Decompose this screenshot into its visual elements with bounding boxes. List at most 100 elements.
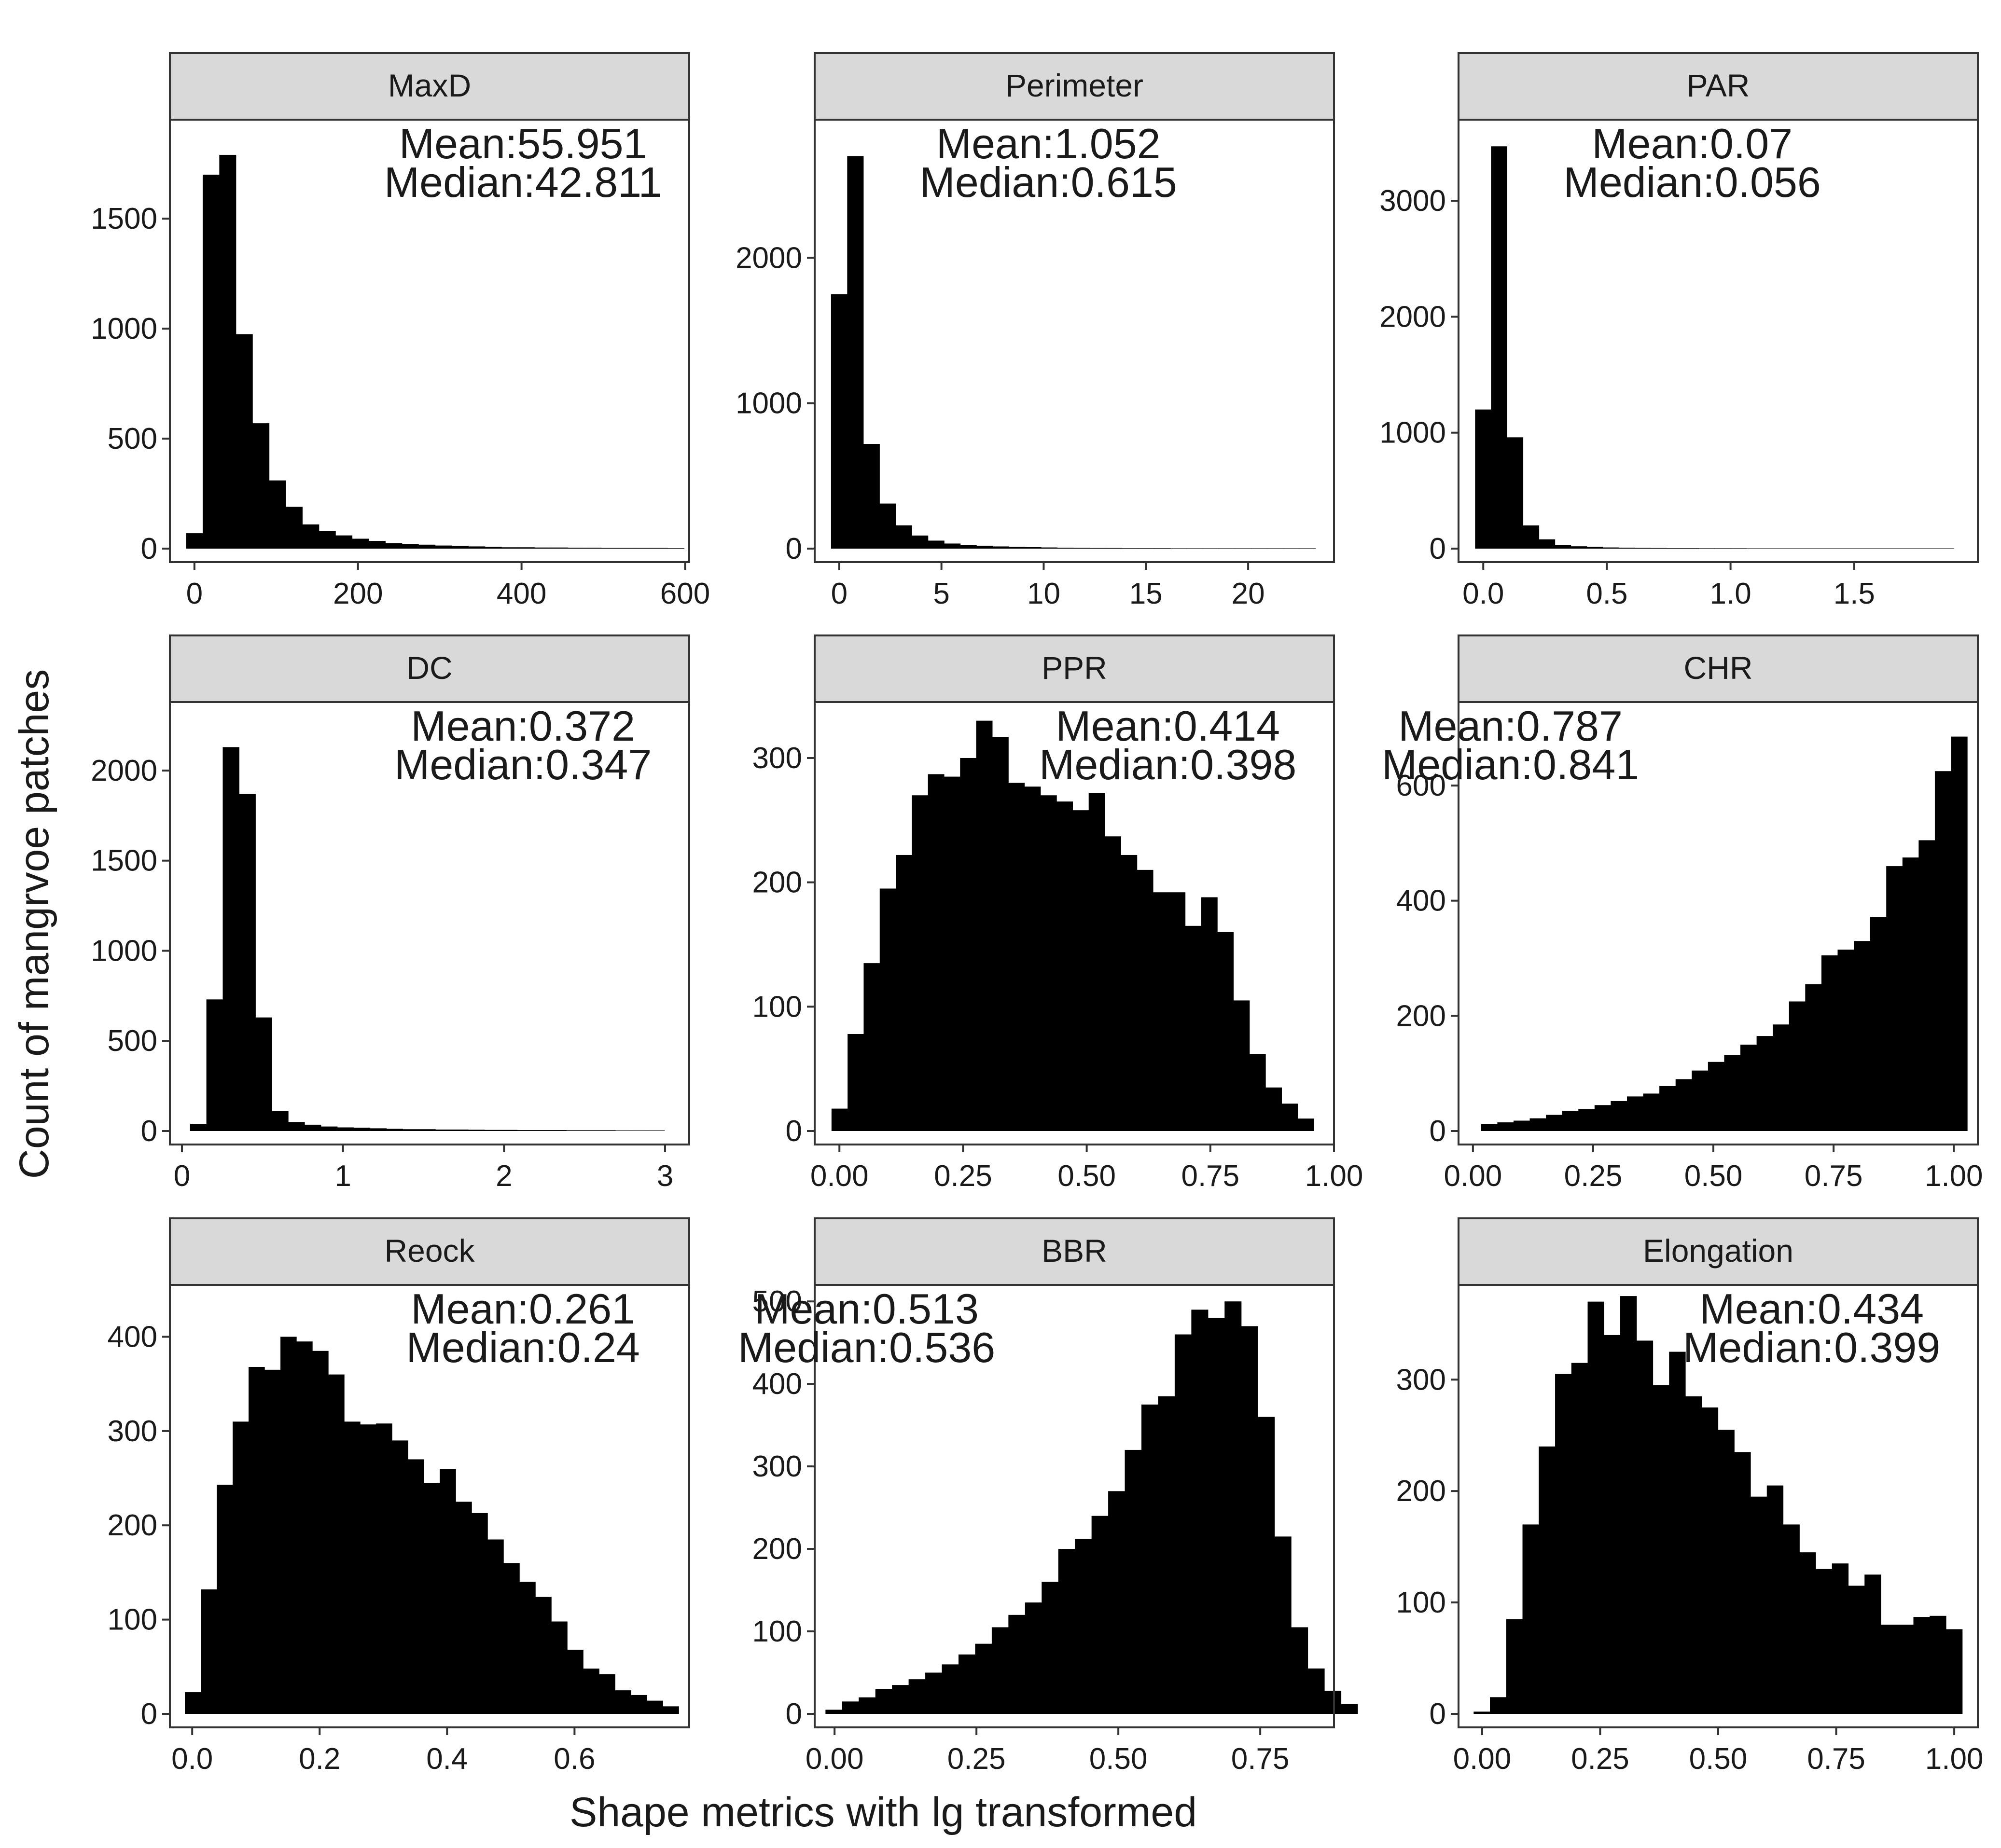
x-tick-label: 0	[831, 577, 848, 610]
facet-strip	[169, 634, 690, 703]
facet-strip	[1458, 634, 1979, 703]
histogram-bar	[472, 1513, 488, 1714]
x-tick-label: 0.75	[1231, 1742, 1290, 1776]
histogram-bar	[958, 1654, 976, 1714]
y-tick-label: 100	[752, 1615, 802, 1648]
histogram-bar	[1854, 941, 1871, 1131]
histogram-bar	[908, 1679, 926, 1714]
panel-par: PAR 0 1000 2000 3000 0.0 0.5 1.0 1.5 Mean:0.07Med…	[1379, 52, 1979, 610]
y-tick-label: 2000	[736, 241, 802, 275]
facet-strip-label: PAR	[1687, 68, 1750, 103]
histogram-bar	[1740, 1045, 1757, 1131]
panel-border	[169, 119, 690, 563]
facet-strip-label: DC	[406, 650, 452, 686]
histogram-bar	[1241, 1326, 1258, 1714]
histogram-bar	[435, 545, 452, 549]
histogram-bar	[484, 1130, 501, 1131]
histogram-bar	[1751, 1496, 1767, 1714]
y-tick-label: 400	[1396, 884, 1446, 918]
histogram-bar	[440, 1469, 456, 1714]
histogram-bar	[1219, 548, 1236, 549]
histogram-bar	[1008, 783, 1025, 1131]
histogram-bar	[847, 156, 864, 549]
histogram-bar	[190, 1124, 207, 1131]
histogram-bar	[879, 503, 896, 549]
mean-annotation: Mean:0.787	[1398, 702, 1623, 750]
histogram-bar	[1659, 1086, 1676, 1131]
histogram-bar	[1766, 1485, 1784, 1714]
y-tick-label: 0	[141, 532, 157, 565]
histogram-bar	[1324, 1691, 1342, 1714]
histogram-bar	[551, 547, 569, 549]
histogram-bar	[1634, 548, 1651, 549]
histogram-bar	[239, 794, 256, 1131]
y-tick-label: 300	[752, 742, 802, 775]
histogram-bar	[976, 545, 993, 549]
histogram-bar	[1191, 1310, 1209, 1714]
histogram-bar	[370, 1128, 387, 1131]
histogram-bar	[1481, 1124, 1498, 1131]
x-tick-label: 1	[334, 1159, 351, 1193]
mean-annotation: Mean:0.372	[411, 702, 635, 750]
y-tick-label: 1000	[736, 387, 802, 420]
median-annotation: Median:0.398	[1039, 741, 1296, 788]
histogram-bar	[859, 1697, 876, 1714]
histogram-bar	[1088, 793, 1105, 1131]
histogram-bar	[385, 543, 403, 549]
histogram-bar	[1299, 548, 1316, 549]
x-tick-label: 2	[496, 1159, 512, 1193]
y-tick-label: 200	[752, 866, 802, 899]
histogram-bars	[831, 720, 1314, 1131]
histogram-bar	[1125, 1449, 1142, 1714]
histogram-bar	[219, 154, 236, 549]
median-annotation: Median:0.24	[406, 1324, 640, 1371]
histogram-bar	[1105, 836, 1121, 1131]
x-tick-label: 20	[1232, 577, 1265, 610]
histogram-bar	[1056, 801, 1073, 1131]
histogram-bar	[1636, 1340, 1654, 1714]
histogram-bar	[1137, 869, 1153, 1131]
histogram-bar	[634, 548, 652, 549]
histogram-bar	[1539, 539, 1556, 549]
histogram-bar	[217, 1485, 233, 1714]
mean-annotation: Mean:55.951	[399, 120, 647, 167]
facet-strip-label: MaxD	[388, 68, 471, 103]
y-tick-label: 300	[1396, 1363, 1446, 1396]
histogram-bar	[1040, 795, 1057, 1131]
median-annotation: Median:0.347	[394, 741, 652, 788]
histogram-bar	[485, 547, 502, 549]
histogram-bar	[368, 541, 386, 549]
histogram-bar	[1815, 1569, 1833, 1714]
histogram-bar	[252, 423, 270, 549]
histogram-bar	[1473, 1711, 1490, 1714]
histogram-bar	[1864, 1574, 1881, 1714]
histogram-bar	[1185, 925, 1202, 1131]
histogram-bar	[1618, 548, 1635, 549]
histogram-bar	[1267, 548, 1284, 549]
histogram-bar	[1685, 1396, 1702, 1714]
histogram-bar	[269, 480, 286, 549]
histogram-bar	[1091, 1516, 1109, 1714]
histogram-bar	[418, 544, 436, 549]
histogram-bar	[1141, 1404, 1159, 1714]
histogram-bar	[863, 444, 880, 549]
histogram-bar	[1951, 736, 1968, 1131]
histogram-bar	[842, 1701, 859, 1714]
x-tick-label: 0	[174, 1159, 190, 1193]
histogram-bar	[1587, 1301, 1604, 1714]
histogram-bar	[583, 1669, 599, 1714]
histogram-bar	[1251, 548, 1268, 549]
histogram-bar	[1042, 1582, 1059, 1714]
histogram-bar	[320, 1126, 338, 1131]
x-tick-label: 5	[933, 577, 949, 610]
histogram-bar	[1258, 1417, 1275, 1714]
histogram-bar	[1291, 1627, 1308, 1714]
facet-strip-label: Reock	[384, 1233, 475, 1269]
histogram-bar	[1718, 1430, 1735, 1714]
histogram-bar	[863, 963, 880, 1131]
histogram-bar	[319, 531, 336, 549]
histogram-bar	[1546, 1115, 1563, 1131]
histogram-bar	[1025, 1602, 1042, 1714]
histogram-bars	[1475, 146, 1954, 549]
histogram-bar	[503, 1563, 520, 1714]
